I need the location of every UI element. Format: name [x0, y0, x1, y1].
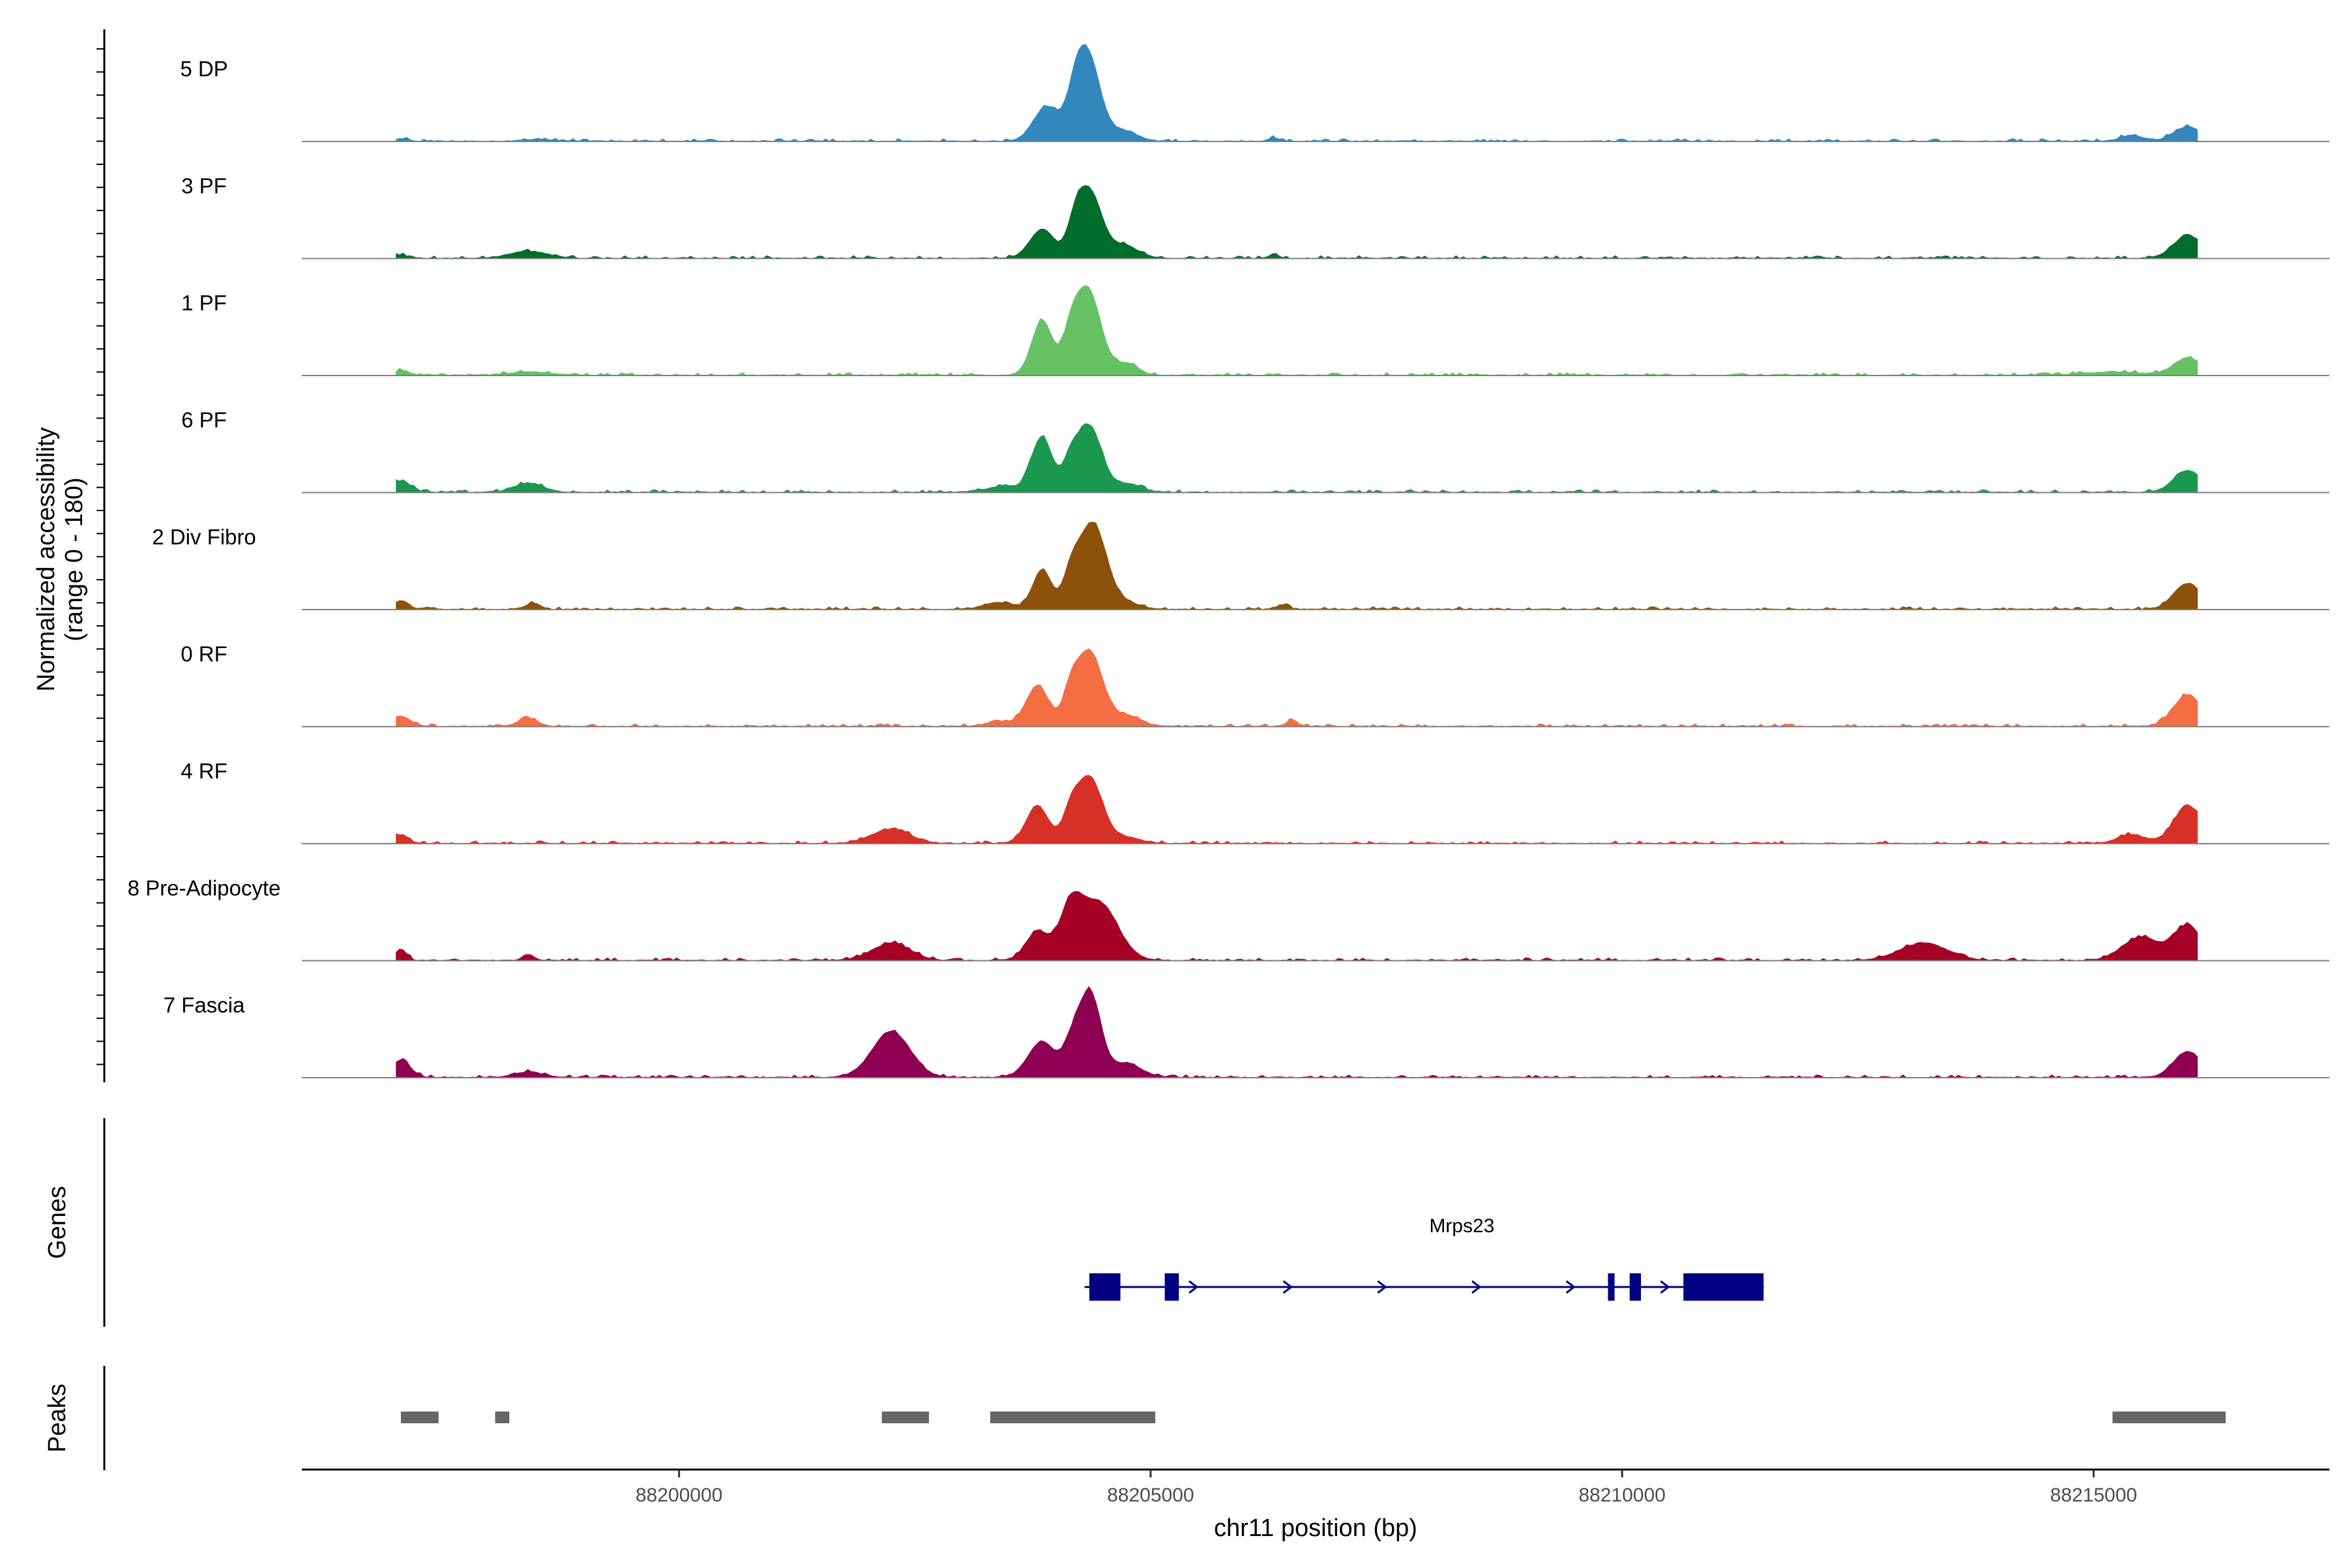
track-6-pf: 6 PF — [181, 408, 2329, 494]
track-label: 2 Div Fibro — [152, 525, 256, 549]
track-2-div-fibro: 2 Div Fibro — [152, 522, 2329, 610]
peak-region — [400, 1412, 439, 1423]
coverage-tracks: 5 DP 3 PF 1 PF 6 PF 2 Div Fibro 0 RF 4 RF 8 Pre… — [128, 44, 2329, 1078]
gene-exon — [1683, 1273, 1764, 1301]
coverage-area-6-pf — [396, 422, 2198, 494]
coverage-area-3-pf — [396, 185, 2198, 259]
strand-arrow — [1282, 1280, 1293, 1294]
gene-exon — [1629, 1273, 1642, 1301]
track-label: 3 PF — [181, 174, 227, 198]
gene-exon — [1608, 1273, 1615, 1301]
coverage-area-7-fascia — [396, 986, 2198, 1078]
y-axis-title-range: (range 0 - 180) — [61, 477, 88, 641]
x-axis-ticks: 88200000 88205000 88210000 88215000 — [636, 1470, 2137, 1506]
track-label: 1 PF — [181, 291, 227, 315]
peak-region — [495, 1412, 510, 1423]
x-tick-label: 88210000 — [1578, 1485, 1665, 1506]
track-7-fascia: 7 Fascia — [164, 986, 2329, 1078]
x-tick-label: 88200000 — [636, 1485, 722, 1506]
strand-arrow — [1471, 1280, 1482, 1294]
strand-arrow — [1660, 1280, 1670, 1294]
gene-exon — [1089, 1273, 1121, 1301]
coverage-area-1-pf — [396, 285, 2198, 376]
peak-region — [2112, 1412, 2226, 1423]
y-axis-title: Normalized accessibility — [33, 427, 60, 691]
gene-exon — [1164, 1273, 1179, 1301]
track-5-dp: 5 DP — [180, 44, 2329, 142]
track-label: 5 DP — [180, 57, 228, 81]
gene-name-label: Mrps23 — [1429, 1215, 1494, 1237]
peak-track — [400, 1412, 2226, 1423]
track-label: 4 RF — [181, 759, 228, 783]
genes-track-title: Genes — [44, 1186, 71, 1259]
track-3-pf: 3 PF — [181, 174, 2329, 259]
track-4-rf: 4 RF — [181, 759, 2329, 844]
track-label: 6 PF — [181, 408, 227, 432]
peak-region — [990, 1412, 1156, 1423]
x-axis-title: chr11 position (bp) — [1214, 1515, 1417, 1542]
track-8-pre-adipocyte: 8 Pre-Adipocyte — [128, 876, 2329, 962]
track-label: 7 Fascia — [164, 993, 245, 1017]
coverage-area-4-rf — [396, 775, 2198, 844]
strand-arrow — [1188, 1280, 1199, 1294]
strand-arrow — [1565, 1280, 1576, 1294]
track-label: 8 Pre-Adipocyte — [128, 876, 281, 900]
strand-arrow — [1377, 1280, 1387, 1294]
coverage-y-ticks — [96, 48, 104, 1065]
x-tick-label: 88215000 — [2050, 1485, 2137, 1506]
peaks-track-title: Peaks — [44, 1383, 71, 1453]
coverage-area-5-dp — [396, 44, 2198, 142]
track-0-rf: 0 RF — [181, 642, 2329, 728]
coverage-area-2-div-fibro — [396, 522, 2198, 610]
track-1-pf: 1 PF — [181, 285, 2329, 376]
coverage-area-8-pre-adipocyte — [396, 891, 2198, 962]
peak-region — [881, 1412, 929, 1423]
gene-track: Mrps23 — [1084, 1215, 1765, 1301]
track-label: 0 RF — [181, 642, 228, 666]
coverage-area-0-rf — [396, 648, 2198, 728]
x-tick-label: 88205000 — [1107, 1485, 1194, 1506]
